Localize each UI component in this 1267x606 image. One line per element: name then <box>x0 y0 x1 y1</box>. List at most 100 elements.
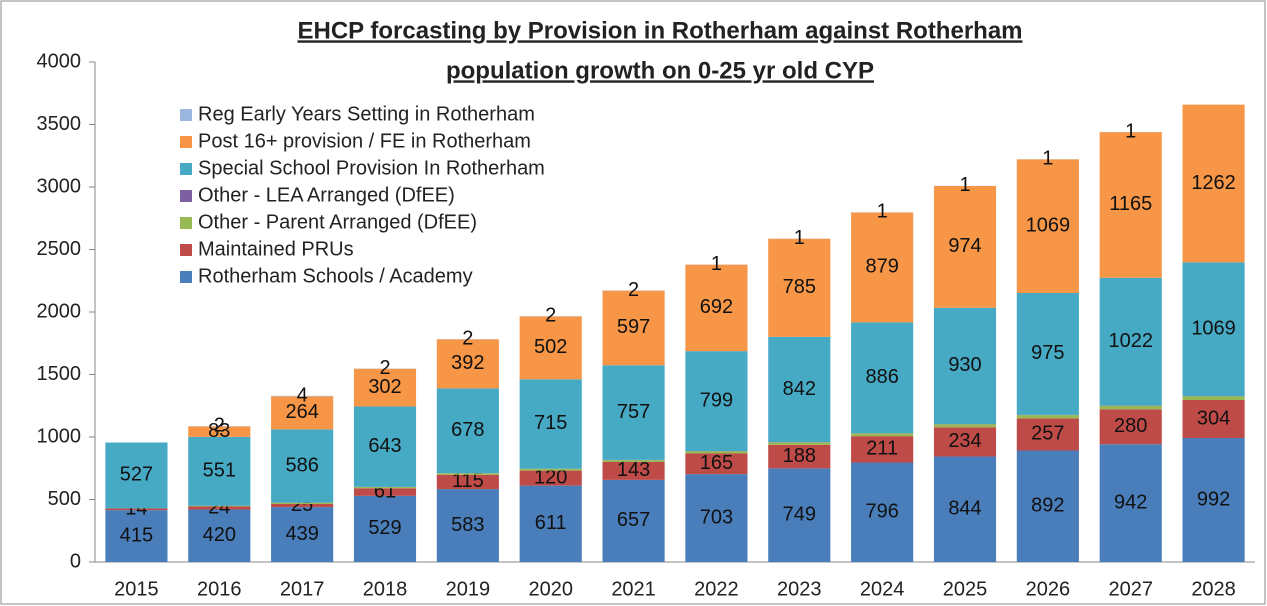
legend-swatch <box>180 109 192 121</box>
data-label: 264 <box>285 401 318 423</box>
x-tick-label: 2027 <box>1108 578 1153 600</box>
bar-segment <box>768 444 831 469</box>
data-label: 280 <box>1114 415 1147 437</box>
x-tick-label: 2023 <box>777 578 822 600</box>
data-label: 715 <box>534 412 567 434</box>
data-label: 211 <box>866 438 898 460</box>
data-label: 799 <box>700 389 733 411</box>
bar-segment <box>933 456 997 562</box>
data-label: 678 <box>451 419 484 441</box>
bar-segment <box>436 489 499 562</box>
legend-label: Maintained PRUs <box>198 238 354 260</box>
bar-segment <box>271 507 334 562</box>
bar-segment <box>271 429 334 503</box>
data-label: 844 <box>948 498 981 520</box>
bar-segment <box>851 433 914 437</box>
data-label: 165 <box>700 452 733 474</box>
y-tick-label: 1000 <box>37 425 82 447</box>
x-tick-label: 2019 <box>446 578 491 600</box>
data-label: 974 <box>948 235 981 257</box>
bar-segment <box>933 186 997 308</box>
data-label: 1 <box>794 227 805 249</box>
legend-swatch <box>180 190 192 202</box>
data-label: 392 <box>451 352 484 374</box>
bar-segment <box>436 388 499 474</box>
legend-label: Other - Parent Arranged (DfEE) <box>198 211 477 233</box>
bar-segment <box>1182 396 1245 400</box>
x-tick-label: 2024 <box>860 578 905 600</box>
data-label: 886 <box>865 366 898 388</box>
x-tick-label: 2017 <box>280 578 325 600</box>
bar-segment <box>271 504 334 508</box>
bar-segment <box>519 485 582 562</box>
bar-segment <box>1099 444 1162 562</box>
y-tick-label: 1500 <box>37 363 82 385</box>
legend-label: Rotherham Schools / Academy <box>198 265 473 287</box>
bar-segment <box>271 395 334 397</box>
data-label: 703 <box>700 506 733 528</box>
x-tick-label: 2028 <box>1191 578 1236 600</box>
data-label: 1 <box>1125 120 1136 142</box>
data-label: 2 <box>545 305 556 327</box>
legend-label: Reg Early Years Setting in Rotherham <box>198 103 535 125</box>
bar-segment <box>188 436 251 506</box>
bar-segment <box>768 336 831 443</box>
legend-swatch <box>180 217 192 229</box>
data-label: 551 <box>203 460 236 482</box>
bar-segment <box>436 474 499 490</box>
data-label: 1 <box>711 253 722 275</box>
bar-segment <box>188 506 251 510</box>
chart-title: EHCP forcasting by Provision in Rotherha… <box>297 17 1022 44</box>
bar-segment <box>519 468 582 471</box>
data-label: 757 <box>617 401 650 423</box>
data-label: 1069 <box>1026 214 1071 236</box>
data-label: 749 <box>783 503 816 525</box>
data-label: 1069 <box>1191 317 1236 339</box>
data-label: 234 <box>948 430 981 452</box>
x-tick-label: 2020 <box>528 578 573 600</box>
bar-segment <box>851 462 914 562</box>
data-label: 1 <box>1042 148 1053 170</box>
data-label: 611 <box>535 512 567 534</box>
data-label: 583 <box>451 514 484 536</box>
legend-swatch <box>180 163 192 175</box>
bar-segment <box>602 460 665 462</box>
bar-segment <box>271 396 334 430</box>
x-tick-label: 2022 <box>694 578 739 600</box>
chart-title: population growth on 0-25 yr old CYP <box>446 57 874 84</box>
bar-segment <box>602 462 665 480</box>
legend-swatch <box>180 244 192 256</box>
bar-segment <box>1016 293 1079 415</box>
legend-label: Post 16+ provision / FE in Rotherham <box>198 130 531 152</box>
x-tick-label: 2016 <box>197 578 242 600</box>
y-tick-label: 4000 <box>37 50 82 72</box>
legend-label: Special School Provision In Rotherham <box>198 157 545 179</box>
data-label: 302 <box>368 376 401 398</box>
bar-segment <box>1182 400 1245 438</box>
data-label: 257 <box>1031 423 1064 445</box>
bar-segment <box>602 479 665 562</box>
data-label: 502 <box>534 336 567 358</box>
bar-segment <box>353 406 417 487</box>
data-label: 992 <box>1197 488 1230 510</box>
bar-segment <box>768 238 831 337</box>
data-label: 529 <box>368 517 401 539</box>
bar-segment <box>685 351 748 451</box>
data-label: 420 <box>203 524 236 546</box>
bar-segment <box>1016 415 1079 419</box>
bar-segment <box>685 474 748 562</box>
x-tick-label: 2021 <box>611 578 656 600</box>
bar-segment <box>188 509 251 562</box>
data-label: 120 <box>534 466 567 488</box>
bar-segment <box>933 307 997 424</box>
bar-segment <box>933 424 997 428</box>
data-label: 930 <box>948 354 981 376</box>
bar-segment <box>768 468 831 562</box>
y-tick-label: 2000 <box>37 300 82 322</box>
y-tick-label: 500 <box>48 488 81 510</box>
data-label: 2 <box>379 357 390 379</box>
bar-segment <box>1016 450 1079 562</box>
data-label: 643 <box>368 435 401 457</box>
data-label: 785 <box>783 276 816 298</box>
